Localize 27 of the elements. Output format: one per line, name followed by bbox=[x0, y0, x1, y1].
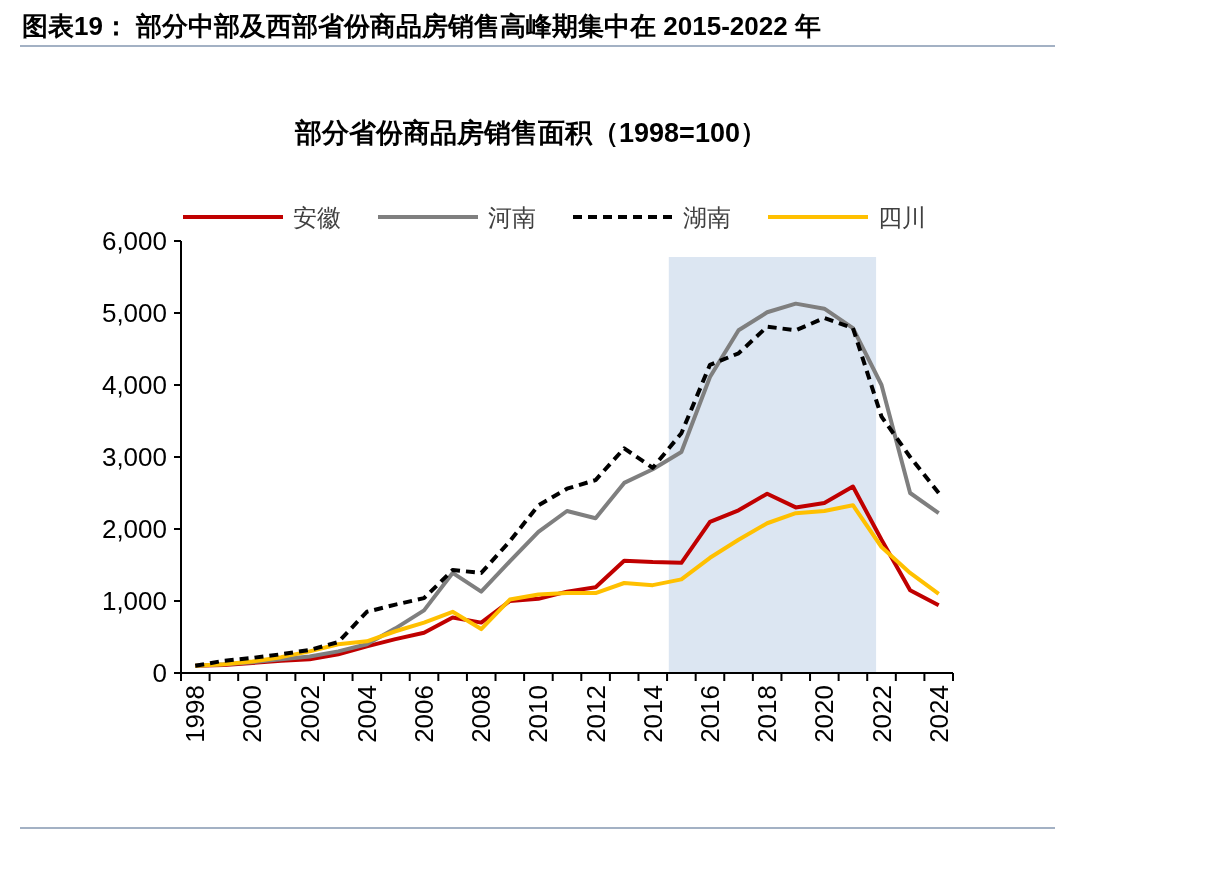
x-tick-label: 2008 bbox=[466, 685, 497, 743]
x-tick-label: 2010 bbox=[523, 685, 554, 743]
y-tick-label: 4,000 bbox=[101, 370, 167, 400]
x-tick-label: 2004 bbox=[351, 685, 382, 743]
y-tick-label: 2,000 bbox=[101, 514, 167, 544]
x-tick-label: 2014 bbox=[637, 685, 668, 743]
x-tick-label: 2000 bbox=[237, 685, 268, 743]
y-tick-label: 1,000 bbox=[101, 586, 167, 616]
legend-label: 四川 bbox=[878, 204, 926, 231]
x-tick-label: 1998 bbox=[180, 685, 211, 743]
x-tick-label: 2018 bbox=[752, 685, 783, 743]
x-tick-label: 2016 bbox=[694, 685, 725, 743]
y-tick-label: 6,000 bbox=[101, 226, 167, 256]
legend-label: 湖南 bbox=[683, 204, 731, 231]
y-tick-label: 0 bbox=[152, 658, 167, 688]
x-tick-label: 2020 bbox=[809, 685, 840, 743]
legend-label: 安徽 bbox=[293, 204, 341, 231]
x-tick-label: 2024 bbox=[923, 685, 954, 743]
x-tick-label: 2006 bbox=[409, 685, 440, 743]
y-tick-label: 3,000 bbox=[101, 442, 167, 472]
chart-title: 图表19： 部分中部及西部省份商品房销售高峰期集中在 2015-2022 年 bbox=[22, 11, 821, 41]
y-tick-label: 5,000 bbox=[101, 298, 167, 328]
chart-subtitle: 部分省份商品房销售面积（1998=100） bbox=[294, 118, 767, 148]
x-tick-label: 2022 bbox=[866, 685, 897, 743]
legend-label: 河南 bbox=[488, 204, 536, 231]
x-tick-label: 2002 bbox=[294, 685, 325, 743]
x-tick-label: 2012 bbox=[580, 685, 611, 743]
